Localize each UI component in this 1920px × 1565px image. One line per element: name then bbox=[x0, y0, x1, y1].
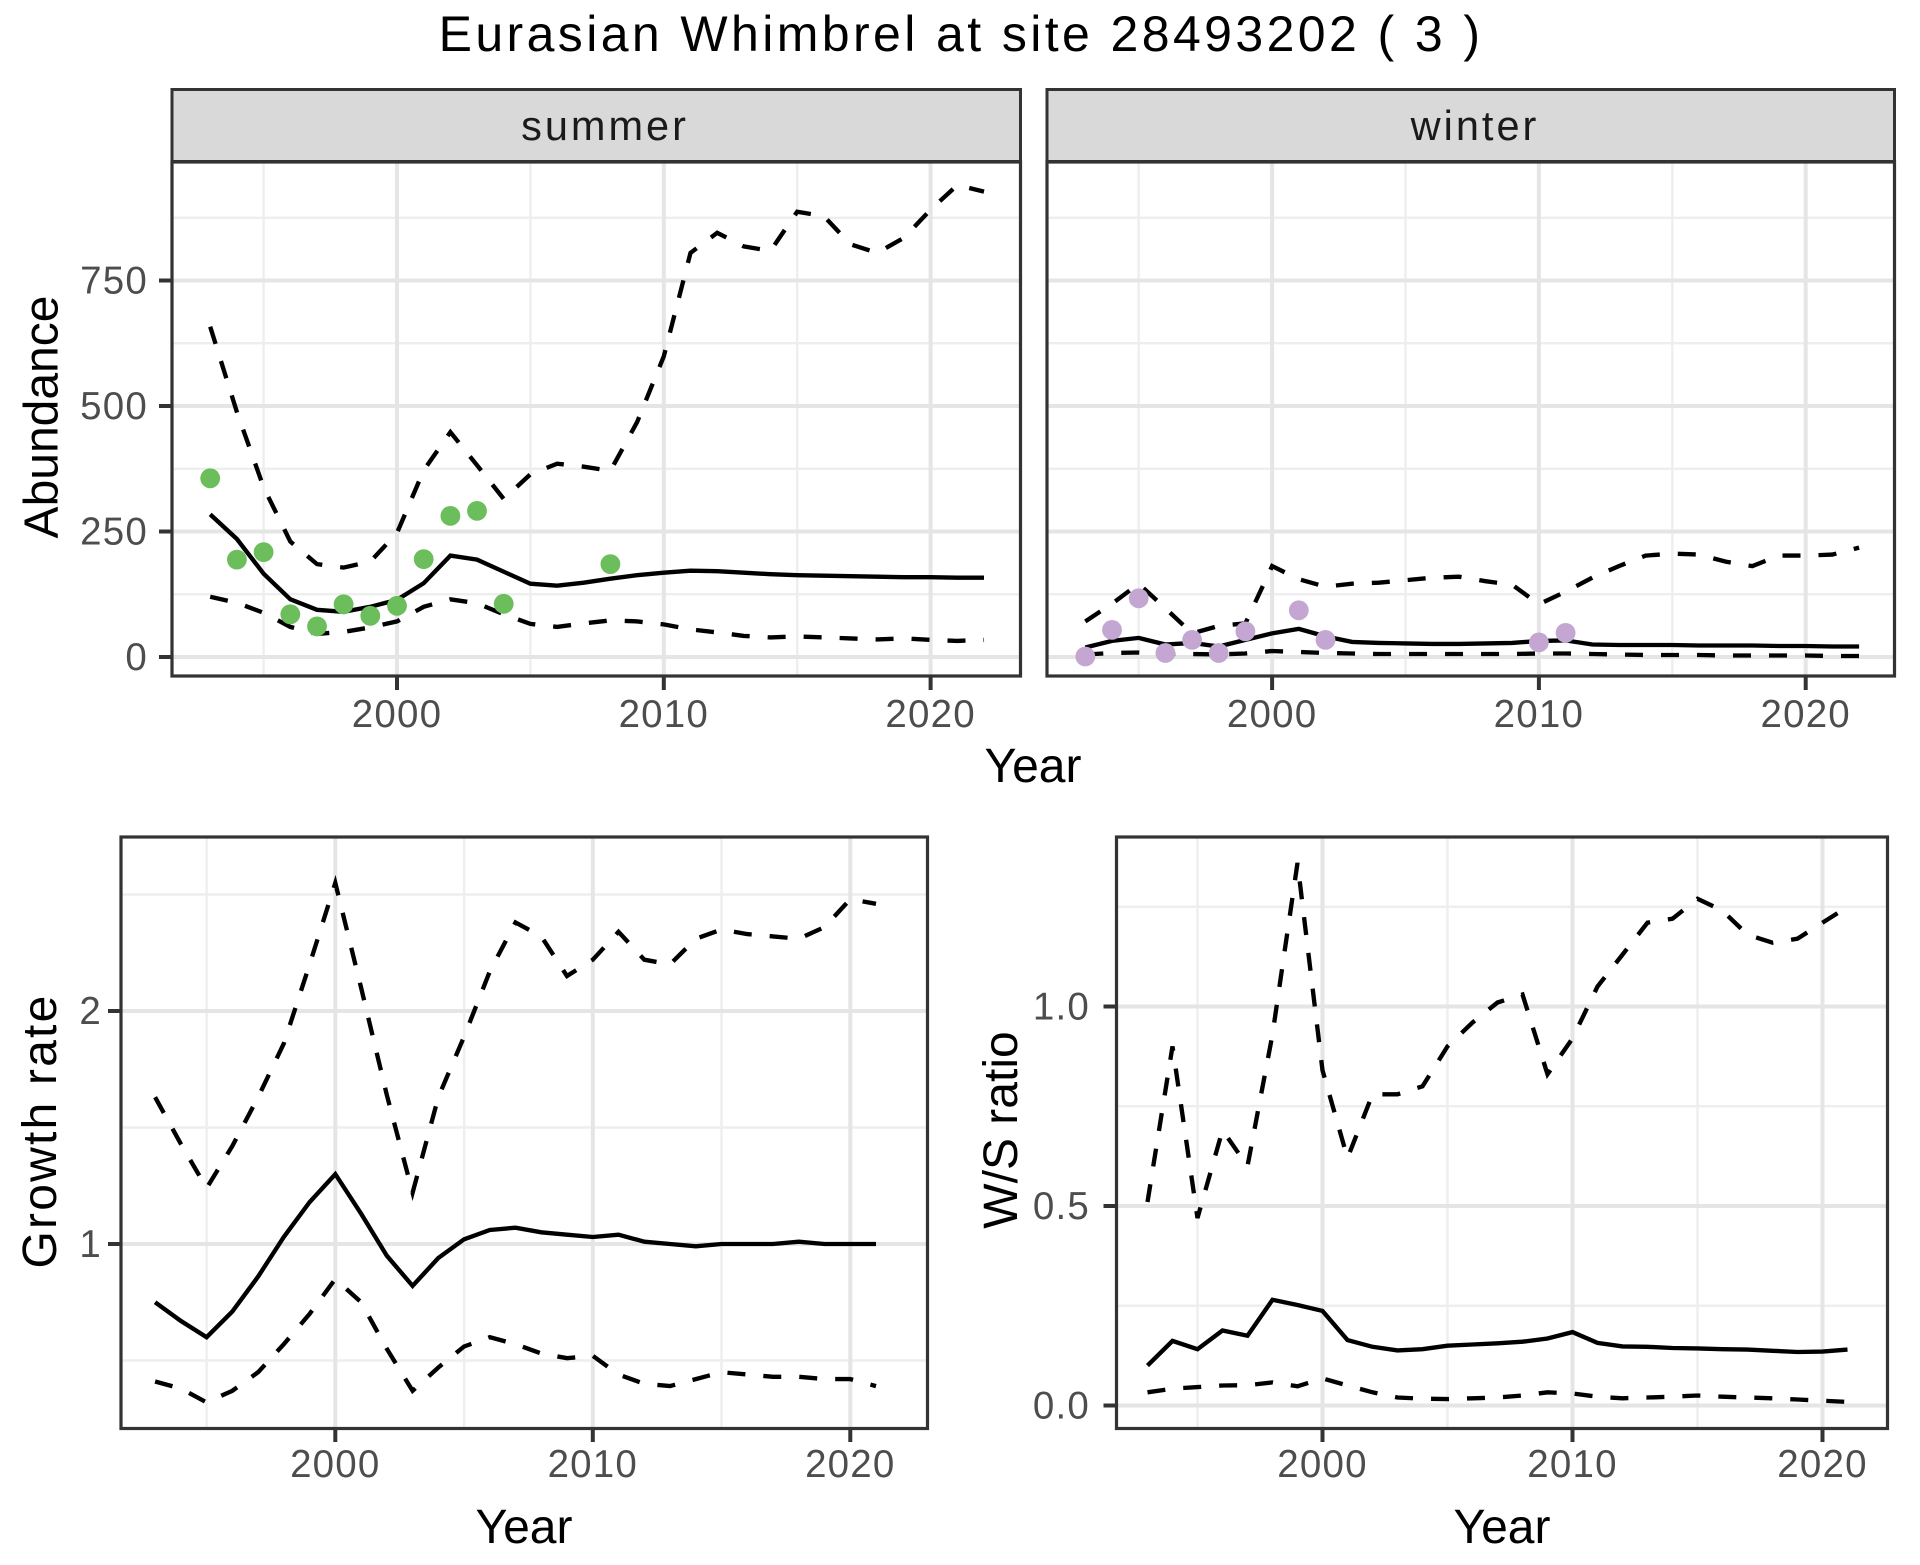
svg-text:Year: Year bbox=[476, 1501, 573, 1554]
svg-text:1: 1 bbox=[79, 1223, 102, 1266]
svg-text:Year: Year bbox=[985, 740, 1082, 793]
svg-text:Abundance: Abundance bbox=[16, 296, 69, 539]
svg-text:W/S ratio: W/S ratio bbox=[975, 1031, 1028, 1228]
svg-text:0.0: 0.0 bbox=[1033, 1385, 1090, 1428]
svg-text:summer: summer bbox=[521, 102, 689, 149]
svg-text:2000: 2000 bbox=[352, 693, 442, 736]
svg-text:2: 2 bbox=[79, 990, 102, 1033]
svg-text:2000: 2000 bbox=[1227, 693, 1317, 736]
svg-text:500: 500 bbox=[80, 385, 148, 428]
svg-text:2000: 2000 bbox=[290, 1443, 380, 1486]
svg-text:2010: 2010 bbox=[1494, 693, 1584, 736]
svg-text:2020: 2020 bbox=[1777, 1443, 1867, 1486]
svg-text:1.0: 1.0 bbox=[1033, 986, 1090, 1029]
svg-text:winter: winter bbox=[1410, 102, 1540, 149]
svg-text:2020: 2020 bbox=[1760, 693, 1850, 736]
svg-text:250: 250 bbox=[80, 511, 148, 554]
svg-text:2010: 2010 bbox=[1527, 1443, 1617, 1486]
svg-text:0.5: 0.5 bbox=[1033, 1185, 1090, 1228]
svg-text:Eurasian Whimbrel at site 2849: Eurasian Whimbrel at site 28493202 ( 3 ) bbox=[439, 6, 1484, 62]
svg-text:2020: 2020 bbox=[885, 693, 975, 736]
svg-text:750: 750 bbox=[80, 260, 148, 303]
svg-text:2010: 2010 bbox=[619, 693, 709, 736]
svg-text:2010: 2010 bbox=[548, 1443, 638, 1486]
svg-text:2000: 2000 bbox=[1277, 1443, 1367, 1486]
svg-text:0: 0 bbox=[125, 636, 148, 679]
svg-text:2020: 2020 bbox=[805, 1443, 895, 1486]
svg-text:Growth rate: Growth rate bbox=[14, 994, 67, 1269]
svg-text:Year: Year bbox=[1454, 1501, 1551, 1554]
